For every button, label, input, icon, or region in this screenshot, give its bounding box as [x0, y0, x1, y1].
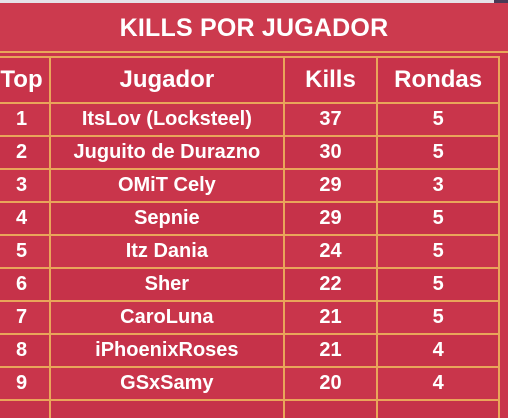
kills-table: Top Jugador Kills Rondas 1 ItsLov (Locks…	[0, 56, 500, 418]
cell-top: 1	[0, 102, 52, 137]
cell-kills: 30	[282, 135, 379, 170]
header-row: Top Jugador Kills Rondas	[0, 56, 500, 104]
header-top: Top	[0, 56, 52, 104]
cell-player: OMiT Cely	[49, 168, 285, 203]
cell-rounds: 3	[376, 168, 500, 203]
cell-rounds: 5	[376, 201, 500, 236]
table-row: 8 iPhoenixRoses 21 4	[0, 333, 500, 368]
cell-player: ItsLov (Locksteel)	[49, 102, 285, 137]
cell-kills: 22	[282, 267, 379, 302]
cell-kills: 24	[282, 234, 379, 269]
cell-kills	[282, 399, 379, 418]
cell-player: Sepnie	[49, 201, 285, 236]
cell-rounds: 4	[376, 333, 500, 368]
table-row: 2 Juguito de Durazno 30 5	[0, 135, 500, 170]
cell-top: 6	[0, 267, 52, 302]
header-rounds: Rondas	[376, 56, 500, 104]
cell-top: 4	[0, 201, 52, 236]
table-row: 3 OMiT Cely 29 3	[0, 168, 500, 203]
cell-kills: 29	[282, 168, 379, 203]
cell-top: 3	[0, 168, 52, 203]
cell-kills: 20	[282, 366, 379, 401]
cell-player: Juguito de Durazno	[49, 135, 285, 170]
cell-rounds: 5	[376, 300, 500, 335]
cell-top: 8	[0, 333, 52, 368]
cell-top: 5	[0, 234, 52, 269]
table-row: 4 Sepnie 29 5	[0, 201, 500, 236]
cell-player: iPhoenixRoses	[49, 333, 285, 368]
cell-player: Itz Dania	[49, 234, 285, 269]
cell-player: GSxSamy	[49, 366, 285, 401]
table-row: 7 CaroLuna 21 5	[0, 300, 500, 335]
table-row: 9 GSxSamy 20 4	[0, 366, 500, 401]
cell-kills: 21	[282, 333, 379, 368]
cell-kills: 37	[282, 102, 379, 137]
cell-top: 2	[0, 135, 52, 170]
cell-rounds: 5	[376, 267, 500, 302]
cell-player: CaroLuna	[49, 300, 285, 335]
table-row: 5 Itz Dania 24 5	[0, 234, 500, 269]
table-row	[0, 399, 500, 418]
cell-rounds	[376, 399, 500, 418]
cell-top: 9	[0, 366, 52, 401]
table-title: KILLS POR JUGADOR	[0, 3, 508, 53]
cell-rounds: 5	[376, 135, 500, 170]
cell-rounds: 4	[376, 366, 500, 401]
cell-player	[49, 399, 285, 418]
cell-player: Sher	[49, 267, 285, 302]
cell-kills: 29	[282, 201, 379, 236]
top-edge-strip	[0, 0, 508, 3]
table-row: 6 Sher 22 5	[0, 267, 500, 302]
header-kills: Kills	[282, 56, 379, 104]
cell-rounds: 5	[376, 234, 500, 269]
cell-top	[0, 399, 52, 418]
cell-top: 7	[0, 300, 52, 335]
header-player: Jugador	[49, 56, 285, 104]
cell-kills: 21	[282, 300, 379, 335]
cell-rounds: 5	[376, 102, 500, 137]
table-row: 1 ItsLov (Locksteel) 37 5	[0, 102, 500, 137]
